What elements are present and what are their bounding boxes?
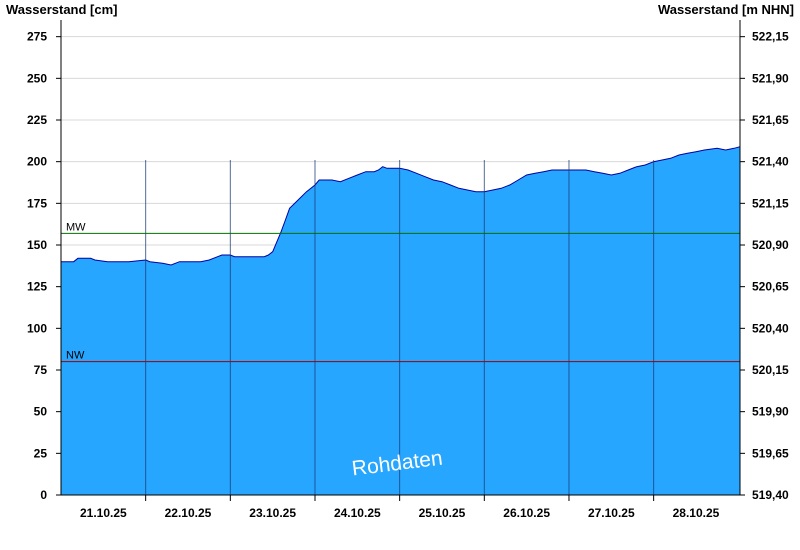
y-right-tick-label: 521,90 (752, 71, 789, 85)
y-left-tick-label: 125 (27, 280, 47, 294)
y-left-tick-label: 250 (27, 71, 47, 85)
y-right-tick-label: 521,15 (752, 196, 789, 210)
y-right-tick-label: 520,15 (752, 363, 789, 377)
x-tick-label: 26.10.25 (503, 506, 550, 520)
y-right-tick-label: 522,15 (752, 30, 789, 44)
y-right-tick-label: 521,65 (752, 113, 789, 127)
water-level-area (61, 146, 740, 495)
y-right-tick-label: 520,90 (752, 238, 789, 252)
x-tick-label: 22.10.25 (165, 506, 212, 520)
axes (56, 20, 745, 501)
right-axis-title: Wasserstand [m NHN] (657, 2, 794, 17)
x-tick-label: 24.10.25 (334, 506, 381, 520)
reference-lines: MW NW (61, 221, 740, 363)
y-right-tick-label: 520,65 (752, 280, 789, 294)
y-left-tick-label: 175 (27, 196, 47, 210)
y-left-tick-label: 50 (34, 405, 48, 419)
y-right-tick-label: 519,65 (752, 446, 789, 460)
left-axis-title: Wasserstand [cm] (6, 2, 118, 17)
y-left-tick-label: 75 (34, 363, 48, 377)
x-tick-label: 25.10.25 (419, 506, 466, 520)
ref-label-nw: NW (66, 350, 85, 362)
data-area (61, 146, 741, 495)
x-tick-label: 27.10.25 (588, 506, 635, 520)
water-level-line (61, 146, 741, 266)
x-tick-label: 23.10.25 (249, 506, 296, 520)
y-left-tick-label: 150 (27, 238, 47, 252)
y-left-tick-label: 200 (27, 155, 47, 169)
y-left-tick-label: 275 (27, 30, 47, 44)
y-right-tick-label: 519,90 (752, 405, 789, 419)
y-left-tick-label: 225 (27, 113, 47, 127)
y-left-tick-label: 100 (27, 321, 47, 335)
y-right-tick-label: 520,40 (752, 321, 789, 335)
x-tick-label: 21.10.25 (80, 506, 127, 520)
y-right-tick-label: 519,40 (752, 488, 789, 502)
day-separator-lines (145, 160, 655, 495)
y-right-tick-label: 521,40 (752, 155, 789, 169)
y-left-tick-label: 25 (34, 446, 48, 460)
tick-labels: 0 519,40 25 519,65 50 519,90 75 520,15 100 520,40… (27, 30, 789, 520)
y-left-tick-label: 0 (40, 488, 47, 502)
ref-label-mw: MW (66, 221, 86, 233)
x-tick-label: 28.10.25 (673, 506, 720, 520)
